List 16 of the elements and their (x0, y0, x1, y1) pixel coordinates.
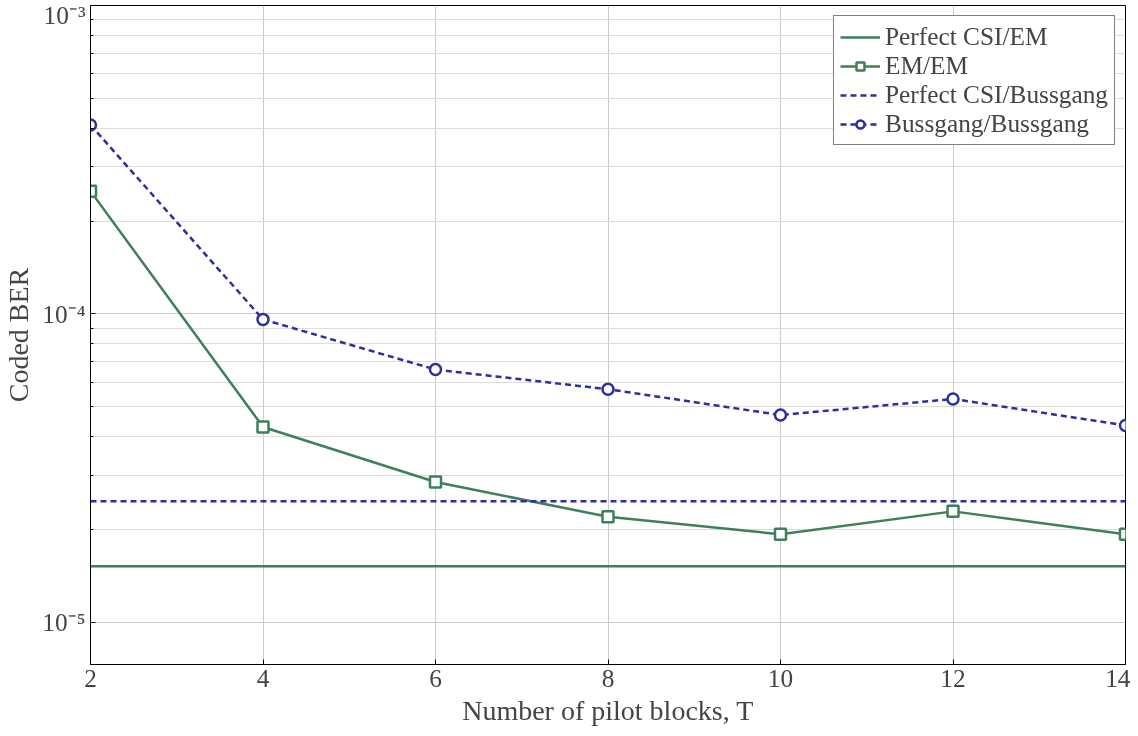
x-tick-label: 2 (84, 663, 97, 692)
legend-label: Perfect CSI/EM (884, 22, 1048, 51)
x-axis-title: Number of pilot blocks, T (462, 694, 754, 726)
y-tick-label: 10⁻³ (43, 0, 86, 29)
y-tick-label: 10⁻⁵ (42, 608, 86, 637)
y-tick-label: 10⁻⁴ (42, 299, 86, 328)
x-tick-label: 4 (256, 663, 270, 692)
y-axis-title: Coded BER (3, 267, 35, 403)
legend-label: EM/EM (884, 51, 969, 80)
x-tick-label: 12 (940, 663, 966, 692)
x-tick-label: 6 (429, 663, 442, 692)
legend-label: Bussgang/Bussgang (884, 109, 1090, 138)
legend-label: Perfect CSI/Bussgang (884, 80, 1108, 109)
x-tick-label: 8 (601, 663, 615, 692)
x-tick-label: 10 (767, 663, 794, 692)
x-tick-label: 14 (1105, 663, 1131, 692)
